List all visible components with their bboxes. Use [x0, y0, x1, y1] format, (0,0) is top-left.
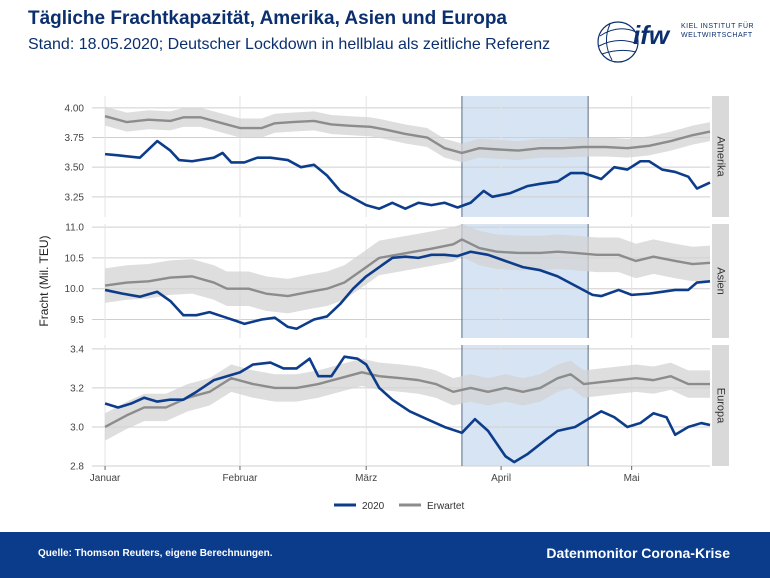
y-tick-label: 4.00: [65, 103, 85, 114]
y-axis-label: Fracht (Mil. TEU): [37, 235, 51, 326]
expected-band: [105, 224, 710, 314]
x-tick-label: Februar: [222, 473, 258, 484]
source-note: Quelle: Thomson Reuters, eigene Berechnu…: [38, 548, 273, 559]
y-tick-label: 11.0: [65, 223, 84, 234]
freight-chart: 3.25 3.50 3.75 4.00 Amerika 9.5 10.0 10.5 11.0 As…: [37, 96, 729, 512]
page-subtitle: Stand: 18.05.2020; Deutscher Lockdown in…: [28, 36, 551, 53]
logo-line-2: WELTWIRTSCHAFT: [681, 32, 753, 39]
x-tick-label: Mai: [624, 473, 640, 484]
y-tick-label: 10.0: [65, 284, 85, 295]
logo-word: ifw: [633, 20, 670, 50]
globe-icon: [597, 21, 639, 63]
ifw-logo: [597, 21, 639, 63]
y-tick-label: 10.5: [65, 253, 85, 264]
expected-line: [104, 238, 711, 298]
page-title: Tägliche Frachtkapazität, Amerika, Asien…: [28, 8, 507, 29]
globe-arc: [599, 28, 637, 37]
globe-arc: [598, 40, 639, 47]
x-tick-label: März: [355, 473, 377, 484]
y-tick-label: 3.4: [70, 344, 84, 355]
line-2020: [104, 250, 711, 331]
legend-label: 2020: [362, 501, 385, 512]
facet-label: Asien: [715, 267, 727, 295]
y-tick-label: 3.50: [65, 163, 85, 174]
facet-strip: [712, 224, 729, 338]
footer-brand: Datenmonitor Corona-Krise: [546, 545, 730, 561]
y-tick-label: 2.8: [70, 462, 84, 473]
y-tick-label: 3.2: [70, 383, 84, 394]
x-tick-label: April: [491, 473, 511, 484]
y-tick-label: 9.5: [70, 315, 84, 326]
expected-line: [104, 371, 710, 429]
logo-institute-name: KIEL INSTITUT FÜR WELTWIRTSCHAFT: [681, 22, 754, 40]
globe-arc: [601, 49, 637, 55]
x-tick-label: Januar: [90, 473, 121, 484]
footer-bar: Quelle: Thomson Reuters, eigene Berechnu…: [0, 532, 770, 578]
legend-label: Erwartet: [427, 501, 464, 512]
line-2020: [104, 139, 711, 210]
logo-line-1: KIEL INSTITUT FÜR: [681, 23, 755, 30]
expected-line: [104, 115, 711, 155]
y-tick-label: 3.25: [65, 192, 85, 203]
line-2020: [104, 355, 711, 464]
globe-arc: [606, 23, 613, 61]
facet-label: Amerika: [715, 136, 727, 177]
y-tick-label: 3.0: [70, 422, 84, 433]
facet-strip: [712, 96, 729, 217]
expected-band: [105, 358, 710, 441]
facet-label: Europa: [715, 388, 727, 424]
facet-strip: [712, 345, 729, 466]
y-tick-label: 3.75: [65, 133, 85, 144]
